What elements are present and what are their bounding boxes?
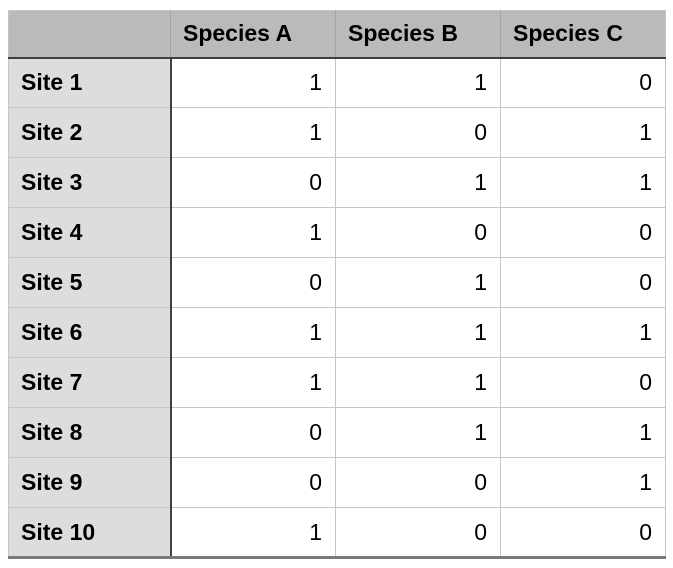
value-cell: 1 bbox=[335, 357, 501, 408]
value-cell: 0 bbox=[170, 257, 336, 308]
row-header-cell: Site 2 bbox=[8, 107, 172, 158]
value-cell: 1 bbox=[335, 57, 501, 108]
value-cell: 1 bbox=[500, 457, 666, 508]
value-cell: 0 bbox=[500, 207, 666, 258]
value-cell: 0 bbox=[335, 207, 501, 258]
value-cell: 0 bbox=[335, 507, 501, 558]
row-header-cell: Site 4 bbox=[8, 207, 172, 258]
value-cell: 1 bbox=[500, 307, 666, 358]
value-cell: 0 bbox=[500, 57, 666, 108]
corner-cell bbox=[8, 10, 171, 59]
row-header-cell: Site 9 bbox=[8, 457, 172, 508]
value-cell: 0 bbox=[500, 257, 666, 308]
value-cell: 1 bbox=[335, 407, 501, 458]
value-cell: 1 bbox=[170, 357, 336, 408]
value-cell: 1 bbox=[335, 257, 501, 308]
table-row: Site 10 1 0 0 bbox=[8, 507, 666, 558]
value-cell: 0 bbox=[500, 507, 666, 558]
value-cell: 0 bbox=[335, 457, 501, 508]
column-header-species-b: Species B bbox=[335, 10, 501, 59]
row-header-cell: Site 8 bbox=[8, 407, 172, 458]
value-cell: 1 bbox=[500, 407, 666, 458]
value-cell: 1 bbox=[170, 507, 336, 558]
value-cell: 1 bbox=[500, 157, 666, 208]
value-cell: 1 bbox=[335, 157, 501, 208]
header-row: Species A Species B Species C bbox=[8, 10, 666, 59]
value-cell: 0 bbox=[170, 407, 336, 458]
row-header-cell: Site 7 bbox=[8, 357, 172, 408]
row-header-cell: Site 3 bbox=[8, 157, 172, 208]
value-cell: 1 bbox=[170, 107, 336, 158]
column-header-species-c: Species C bbox=[500, 10, 666, 59]
value-cell: 1 bbox=[170, 57, 336, 108]
column-header-species-a: Species A bbox=[170, 10, 336, 59]
value-cell: 1 bbox=[170, 307, 336, 358]
row-header-cell: Site 10 bbox=[8, 507, 172, 558]
row-header-cell: Site 6 bbox=[8, 307, 172, 358]
value-cell: 0 bbox=[335, 107, 501, 158]
value-cell: 1 bbox=[170, 207, 336, 258]
row-header-cell: Site 5 bbox=[8, 257, 172, 308]
value-cell: 1 bbox=[500, 107, 666, 158]
row-header-cell: Site 1 bbox=[8, 57, 172, 108]
value-cell: 1 bbox=[335, 307, 501, 358]
value-cell: 0 bbox=[170, 157, 336, 208]
value-cell: 0 bbox=[170, 457, 336, 508]
value-cell: 0 bbox=[500, 357, 666, 408]
